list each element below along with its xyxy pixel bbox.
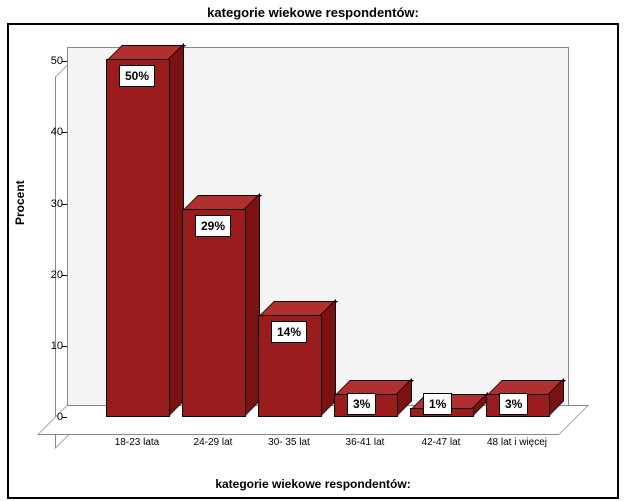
- bar: 29%: [182, 211, 244, 417]
- y-tick-label: 50: [39, 55, 63, 67]
- bar: 3%: [486, 396, 548, 417]
- y-tick-label: 40: [39, 126, 63, 138]
- bar-value-label: 1%: [423, 393, 452, 415]
- y-tick-label: 0: [39, 411, 63, 423]
- chart-title: kategorie wiekowe respondentów:: [0, 0, 626, 23]
- bar-value-label: 50%: [119, 65, 155, 87]
- y-axis-label: Procent: [13, 180, 27, 225]
- bar: 50%: [106, 61, 168, 417]
- bar-value-label: 3%: [499, 393, 528, 415]
- bar-front-face: [182, 209, 246, 417]
- chart-wrapper: kategorie wiekowe respondentów: 50% 29% 14…: [0, 0, 626, 501]
- y-tick-mark: [62, 417, 67, 418]
- x-axis-label: kategorie wiekowe respondentów:: [9, 477, 617, 491]
- x-tick-label: 18-23 lata: [102, 437, 172, 448]
- bar: 14%: [258, 317, 320, 417]
- y-tick-label: 10: [39, 340, 63, 352]
- bars-container: 50% 29% 14% 3% 1% 3%: [67, 47, 567, 417]
- bar-value-label: 3%: [347, 393, 376, 415]
- y-tick-mark: [62, 346, 67, 347]
- x-tick-label: 48 lat i więcej: [482, 437, 552, 448]
- bar-front-face: [106, 59, 170, 417]
- y-tick-mark: [62, 132, 67, 133]
- x-tick-label: 30- 35 lat: [254, 437, 324, 448]
- y-tick-mark: [62, 275, 67, 276]
- bar-value-label: 29%: [195, 215, 231, 237]
- y-tick-mark: [62, 204, 67, 205]
- bar-value-label: 14%: [271, 321, 307, 343]
- y-tick-label: 20: [39, 269, 63, 281]
- y-tick-mark: [62, 61, 67, 62]
- bar: 1%: [410, 410, 472, 417]
- x-tick-label: 42-47 lat: [406, 437, 476, 448]
- x-tick-label: 36-41 lat: [330, 437, 400, 448]
- y-tick-label: 30: [39, 198, 63, 210]
- bar: 3%: [334, 396, 396, 417]
- x-tick-label: 24-29 lat: [178, 437, 248, 448]
- chart-frame: 50% 29% 14% 3% 1% 3% Procent kategorie wiekow…: [7, 23, 619, 499]
